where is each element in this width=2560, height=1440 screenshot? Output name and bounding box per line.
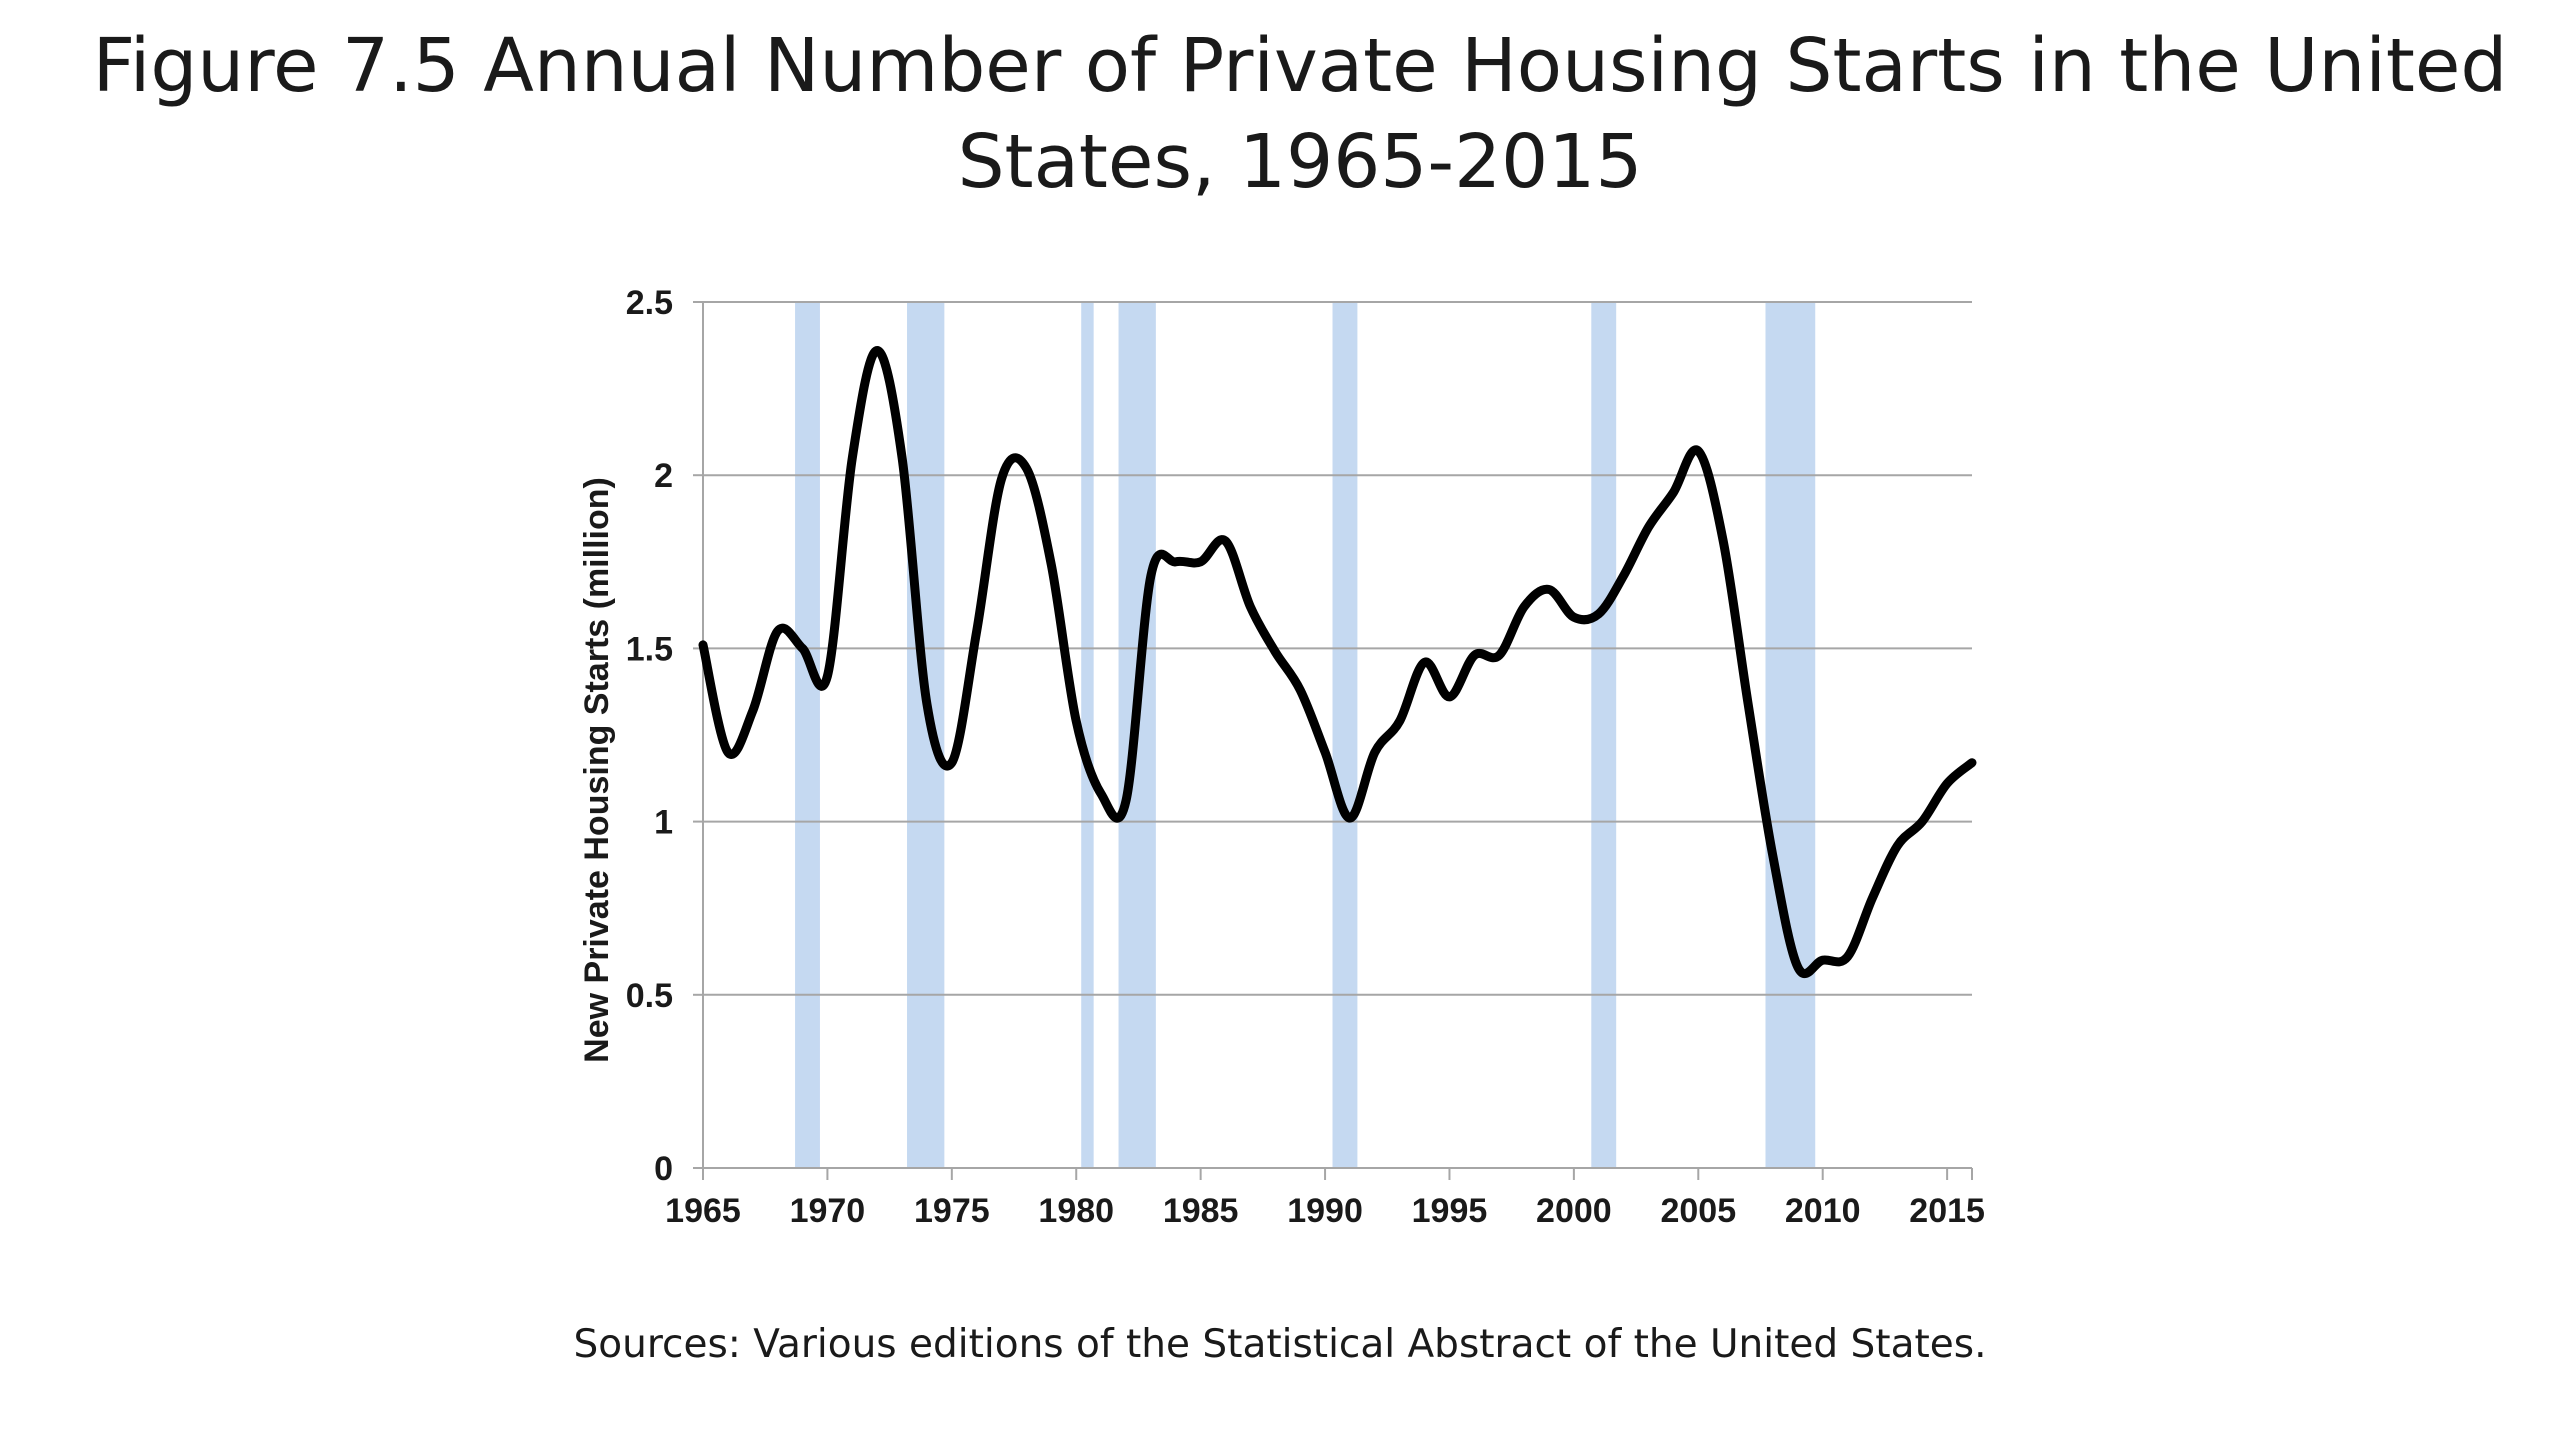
slide-title: Figure 7.5 Annual Number of Private Hous… <box>92 23 2508 205</box>
x-tick-label-9: 2010 <box>1785 1192 1861 1230</box>
axes <box>693 301 1973 1180</box>
x-tick-label-1: 1970 <box>790 1192 866 1230</box>
housing-starts-chart: 1965 1970 1975 1980 1985 1990 1995 2000 2005 2010… <box>578 284 1985 1230</box>
recession-band-2 <box>1081 302 1094 1168</box>
y-tick-label-2: 1 <box>654 804 673 842</box>
tick-labels: 1965 1970 1975 1980 1985 1990 1995 2000 2005 2010… <box>626 284 1985 1230</box>
recession-band-6 <box>1765 302 1816 1168</box>
x-tick-label-2: 1975 <box>914 1192 990 1230</box>
gridlines <box>703 301 1972 996</box>
recession-band-5 <box>1591 302 1617 1168</box>
x-tick-label-10: 2015 <box>1909 1192 1985 1230</box>
recession-band-1 <box>907 302 945 1168</box>
y-tick-label-3: 1.5 <box>626 630 673 668</box>
recession-band-4 <box>1332 302 1358 1168</box>
recession-bands <box>795 302 1816 1168</box>
x-tick-label-0: 1965 <box>665 1192 741 1230</box>
series-line-0 <box>698 346 1977 979</box>
recession-band-0 <box>795 302 820 1168</box>
series-layer <box>698 346 1977 979</box>
x-tick-label-5: 1990 <box>1287 1192 1363 1230</box>
source-note: Sources: Various editions of the Statist… <box>573 1322 1987 1367</box>
y-tick-label-4: 2 <box>654 457 673 495</box>
x-tick-label-8: 2005 <box>1660 1192 1736 1230</box>
x-tick-label-3: 1980 <box>1038 1192 1114 1230</box>
chart: 1965 1970 1975 1980 1985 1990 1995 2000 2005 2010… <box>578 284 1985 1230</box>
x-tick-label-6: 1995 <box>1412 1192 1488 1230</box>
x-tick-label-7: 2000 <box>1536 1192 1612 1230</box>
y-axis-title: New Private Housing Starts (million) <box>578 477 616 1063</box>
y-tick-label-5: 2.5 <box>626 284 673 322</box>
y-tick-label-0: 0 <box>654 1150 673 1188</box>
y-tick-label-1: 0.5 <box>626 977 673 1015</box>
x-tick-label-4: 1985 <box>1163 1192 1239 1230</box>
